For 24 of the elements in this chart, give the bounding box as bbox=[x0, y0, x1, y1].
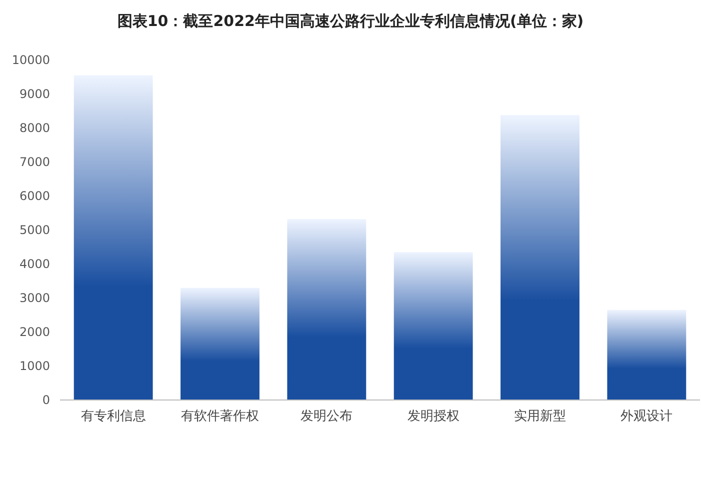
y-tick-label: 0 bbox=[42, 393, 50, 407]
x-tick-label: 发明公布 bbox=[300, 409, 353, 424]
y-tick-label: 6000 bbox=[19, 189, 50, 203]
y-tick-label: 5000 bbox=[19, 223, 50, 237]
y-tick-label: 9000 bbox=[19, 87, 50, 101]
bar bbox=[607, 310, 686, 400]
y-tick-label: 1000 bbox=[19, 359, 50, 373]
x-tick-label: 有软件著作权 bbox=[181, 409, 259, 424]
x-tick-label: 发明授权 bbox=[407, 409, 460, 424]
bar bbox=[394, 252, 473, 400]
bar bbox=[287, 219, 366, 400]
bar bbox=[500, 115, 580, 400]
bar bbox=[180, 288, 260, 400]
chart-title: 图表10：截至2022年中国高速公路行业企业专利信息情况(单位：家) bbox=[117, 12, 584, 30]
y-tick-label: 3000 bbox=[19, 291, 50, 305]
y-tick-label: 8000 bbox=[19, 121, 50, 135]
x-tick-label: 有专利信息 bbox=[80, 409, 146, 424]
x-tick-label: 实用新型 bbox=[514, 409, 566, 424]
y-tick-label: 7000 bbox=[19, 155, 50, 169]
y-tick-label: 10000 bbox=[12, 53, 50, 67]
y-tick-label: 4000 bbox=[19, 257, 50, 271]
x-tick-label: 外观设计 bbox=[620, 409, 673, 424]
y-tick-label: 2000 bbox=[19, 325, 50, 339]
bar bbox=[74, 75, 153, 400]
